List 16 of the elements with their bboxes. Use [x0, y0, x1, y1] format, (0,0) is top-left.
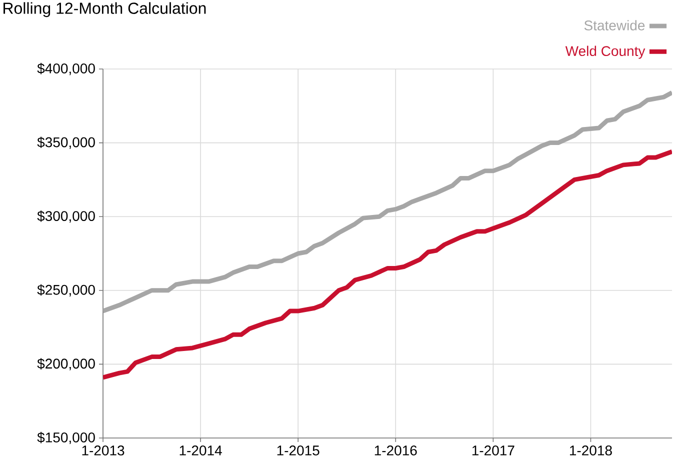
y-tick-label: $150,000: [37, 432, 95, 444]
chart-title: Rolling 12-Month Calculation: [4, 2, 206, 18]
y-tick-label: $250,000: [37, 284, 95, 296]
y-tick-label: $350,000: [37, 136, 95, 149]
x-tick-label: 1-2017: [472, 446, 514, 456]
x-tick-label: 1-2018: [570, 446, 612, 456]
x-tick-label: 1-2013: [82, 446, 124, 456]
y-tick-label: $200,000: [37, 358, 95, 370]
x-tick-label: 1-2016: [374, 446, 417, 456]
x-tick-label: 1-2014: [180, 446, 222, 456]
line-series: [103, 90, 672, 314]
y-tick-label: $300,000: [37, 210, 95, 223]
y-tick-label: $400,000: [37, 62, 95, 76]
legend-label: Statewide: [584, 20, 645, 30]
legend-label: Weld County: [565, 46, 646, 59]
x-tick-label: 1-2015: [277, 446, 320, 456]
